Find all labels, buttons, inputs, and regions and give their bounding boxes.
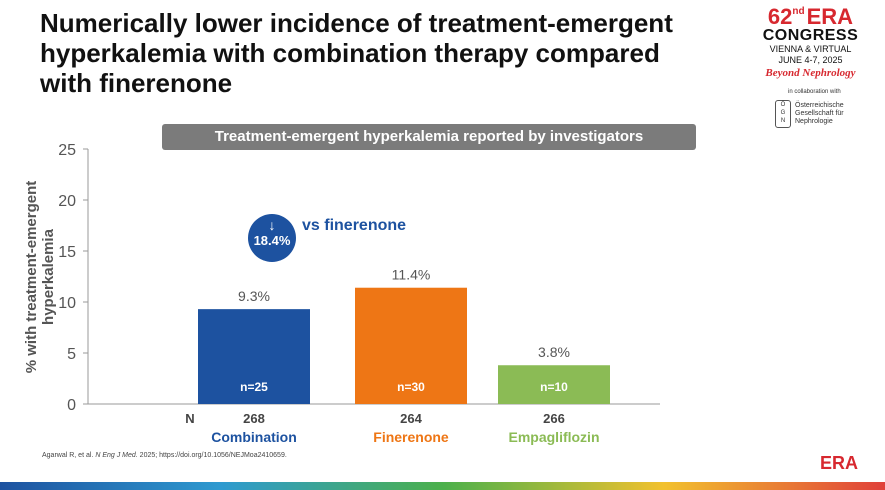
logo-top-line: 62 nd ERA	[748, 6, 873, 28]
n-value-label: 264	[400, 411, 422, 426]
bottom-color-bar	[0, 482, 885, 490]
logo-name: ERA	[806, 4, 854, 29]
logo-number: 62	[767, 4, 793, 29]
reduction-value: 18.4%	[253, 233, 291, 248]
reference-prefix: Agarwal R, et al.	[42, 452, 96, 459]
slide-title: Numerically lower incidence of treatment…	[40, 8, 730, 98]
slide-title-line-3: with finerenone	[40, 68, 233, 98]
logo-ordinal: nd	[792, 6, 805, 17]
n-value-label: 266	[543, 411, 565, 426]
reference-suffix: 2025; https://doi.org/10.1056/NEJMoa2410…	[137, 452, 287, 459]
bar-finerenone	[355, 287, 467, 404]
category-label: Combination	[211, 429, 297, 445]
collaboration-text: in collaboration with	[788, 89, 841, 95]
era-footer-logo: ERA	[820, 453, 859, 473]
y-tick-label: 15	[58, 244, 76, 261]
partner-line-2: Gesellschaft für	[795, 110, 844, 117]
partner-name: Österreichische Gesellschaft für Nephrol…	[795, 102, 844, 126]
partner-line-1: Österreichische	[795, 102, 844, 109]
y-tick-label: 20	[58, 193, 76, 210]
y-tick-label: 10	[58, 295, 76, 312]
reference-journal: N Eng J Med.	[95, 452, 138, 459]
chart-title: Treatment-emergent hyperkalemia reported…	[162, 124, 696, 150]
n-value-label: 268	[243, 411, 265, 426]
partner-letter-2: G	[780, 110, 786, 116]
bar-combination	[198, 309, 310, 404]
n-row-label: N	[185, 411, 194, 426]
bar-value-label: 3.8%	[538, 344, 570, 360]
y-axis-label: % with treatment-emergent	[23, 181, 40, 374]
bar-value-label: 9.3%	[238, 288, 270, 304]
y-tick-label: 0	[67, 397, 76, 414]
partner-letter-1: Ö	[780, 102, 786, 108]
partner-logo: Ö G N Österreichische Gesellschaft für N…	[775, 100, 844, 128]
logo-tagline: Beyond Nephrology	[765, 67, 856, 79]
bar-events-label: n=25	[240, 380, 268, 394]
logo-date: JUNE 4-7, 2025	[778, 55, 843, 65]
y-axis-label: hyperkalemia	[40, 228, 57, 325]
slide-title-line-1: Numerically lower incidence of treatment…	[40, 8, 673, 38]
slide-title-line-2: hyperkalemia with combination therapy co…	[40, 38, 660, 68]
partner-letter-3: N	[780, 118, 786, 124]
partner-emblem-icon: Ö G N	[775, 100, 791, 128]
reduction-comparison-label: vs finerenone	[302, 217, 407, 234]
logo-venue: VIENNA & VIRTUAL	[769, 44, 852, 54]
logo-congress: CONGRESS	[762, 27, 859, 44]
bar-value-label: 11.4%	[392, 267, 431, 283]
reference-citation: Agarwal R, et al. N Eng J Med. 2025; htt…	[42, 452, 287, 459]
category-label: Finerenone	[373, 429, 449, 445]
down-arrow-icon: ↓	[268, 217, 276, 233]
bar-events-label: n=10	[540, 380, 568, 394]
y-tick-label: 25	[58, 142, 76, 159]
bar-empagliflozin	[498, 365, 610, 404]
era-congress-logo: 62 nd ERA CONGRESS VIENNA & VIRTUAL JUNE…	[748, 6, 873, 80]
y-tick-label: 5	[67, 346, 76, 363]
reduction-badge: ↓ 18.4%	[248, 214, 296, 262]
partner-line-3: Nephrologie	[795, 118, 833, 125]
bar-events-label: n=30	[397, 380, 425, 394]
category-label: Empagliflozin	[509, 429, 600, 445]
